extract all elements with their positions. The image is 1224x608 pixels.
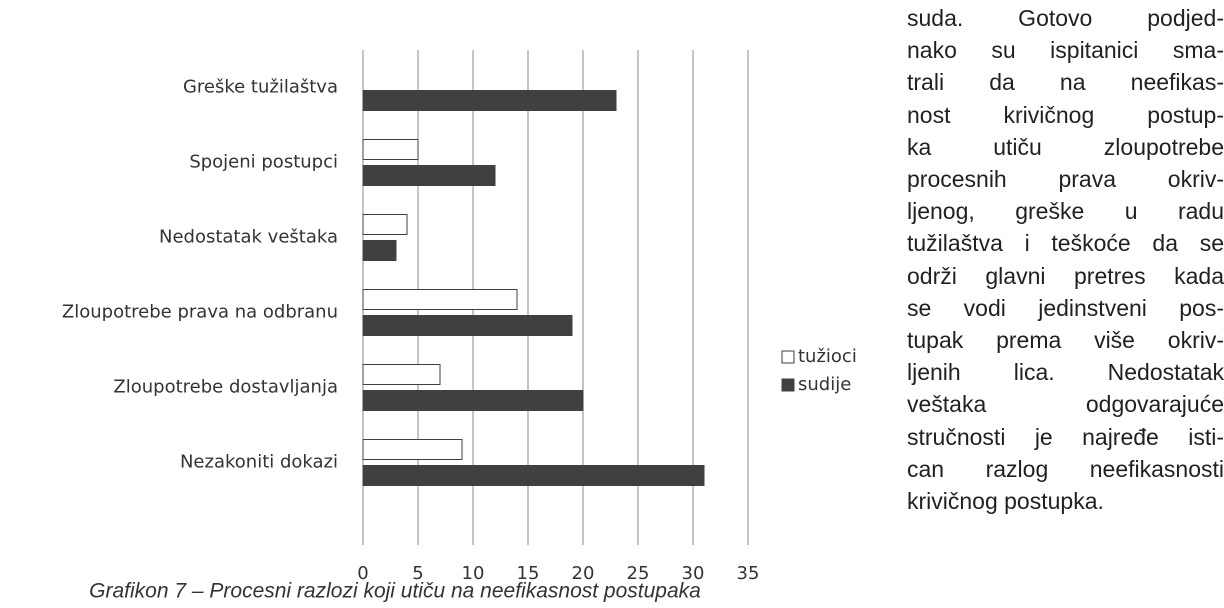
text-line: trali da na neefikas- (907, 69, 1224, 96)
bar (362, 364, 441, 385)
text-line: can razlog neefikasnosti (907, 455, 1224, 482)
x-tick-label: 20 (572, 563, 595, 584)
bar (362, 139, 419, 160)
text-line: se vodi jedinstveni pos- (907, 294, 1224, 321)
y-tick-label: Nedostatak veštaka (159, 227, 338, 248)
text-line: ka utiču zloupotrebe (907, 133, 1224, 160)
text-line: veštaka odgovarajuće (907, 391, 1224, 418)
x-tick-label: 15 (517, 563, 540, 584)
text-column: suda. Gotovo podjed-nako su ispitanici s… (907, 2, 1224, 517)
chart: Grafikon 7 – Procesni razlozi koji utiču… (62, 50, 857, 603)
bar (362, 289, 518, 310)
bar (362, 214, 408, 235)
x-tick-label: 0 (357, 563, 368, 584)
x-tick-label: 35 (737, 563, 760, 584)
text-line: procesnih prava okriv- (907, 166, 1224, 193)
y-tick-label: Zloupotrebe dostavljanja (113, 377, 338, 398)
text-line: krivičnog postupka. (907, 488, 1104, 515)
text-line: stručnosti je najređe isti- (907, 423, 1224, 450)
text-line: ljenih lica. Nedostatak (907, 359, 1224, 386)
x-tick-label: 30 (682, 563, 705, 584)
legend-label: tužioci (798, 346, 857, 367)
y-tick-label: Spojeni postupci (189, 152, 338, 173)
y-tick-label: Nezakoniti dokazi (180, 452, 338, 473)
bar (362, 240, 397, 261)
text-line: održi glavni pretres kada (907, 262, 1224, 289)
text-line: tužilaštva i teškoće da se (907, 230, 1224, 257)
bar (362, 315, 573, 336)
bar (362, 439, 463, 460)
x-tick-label: 10 (462, 563, 485, 584)
legend-label: sudije (798, 374, 851, 395)
legend-swatch (781, 350, 795, 364)
text-line: tupak prema više okriv- (907, 327, 1224, 354)
text-line: nako su ispitanici sma- (907, 37, 1224, 64)
text-line: ljenog, greške u radu (907, 198, 1224, 225)
y-tick-label: Zloupotrebe prava na odbranu (62, 302, 338, 323)
text-line: nost krivičnog postup- (907, 101, 1224, 128)
caption: Grafikon 7 – Procesni razlozi koji utiču… (89, 580, 701, 603)
text-line: suda. Gotovo podjed- (907, 5, 1224, 31)
x-tick-label: 5 (412, 563, 423, 584)
bar (362, 90, 617, 111)
x-tick-label: 25 (627, 563, 650, 584)
y-tick-label: Greške tužilaštva (183, 77, 338, 98)
bar (362, 390, 584, 411)
bar (362, 465, 705, 486)
legend-swatch (781, 378, 795, 392)
bar (362, 165, 496, 186)
